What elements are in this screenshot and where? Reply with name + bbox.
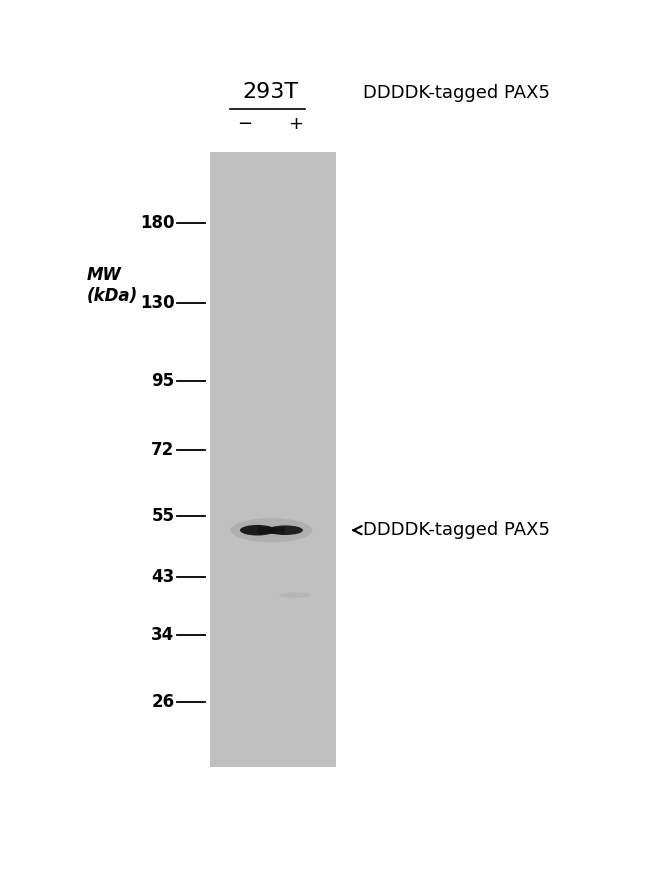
Ellipse shape — [240, 525, 275, 536]
Text: 26: 26 — [151, 693, 174, 711]
Text: 293T: 293T — [242, 82, 298, 103]
Text: 34: 34 — [151, 626, 174, 645]
Text: 43: 43 — [151, 568, 174, 586]
Text: −: − — [237, 114, 253, 132]
Text: 72: 72 — [151, 440, 174, 459]
Text: 130: 130 — [140, 295, 174, 313]
Text: MW
(kDa): MW (kDa) — [86, 266, 138, 305]
Text: 55: 55 — [151, 507, 174, 525]
Text: 180: 180 — [140, 214, 174, 232]
Text: DDDDK-tagged PAX5: DDDDK-tagged PAX5 — [363, 522, 551, 539]
Bar — [257, 527, 285, 534]
Ellipse shape — [280, 592, 311, 598]
Ellipse shape — [268, 525, 303, 535]
Ellipse shape — [231, 518, 313, 542]
Text: DDDDK-tagged PAX5: DDDDK-tagged PAX5 — [363, 84, 551, 103]
Text: 95: 95 — [151, 372, 174, 390]
Text: +: + — [288, 114, 303, 132]
Bar — [210, 152, 335, 767]
